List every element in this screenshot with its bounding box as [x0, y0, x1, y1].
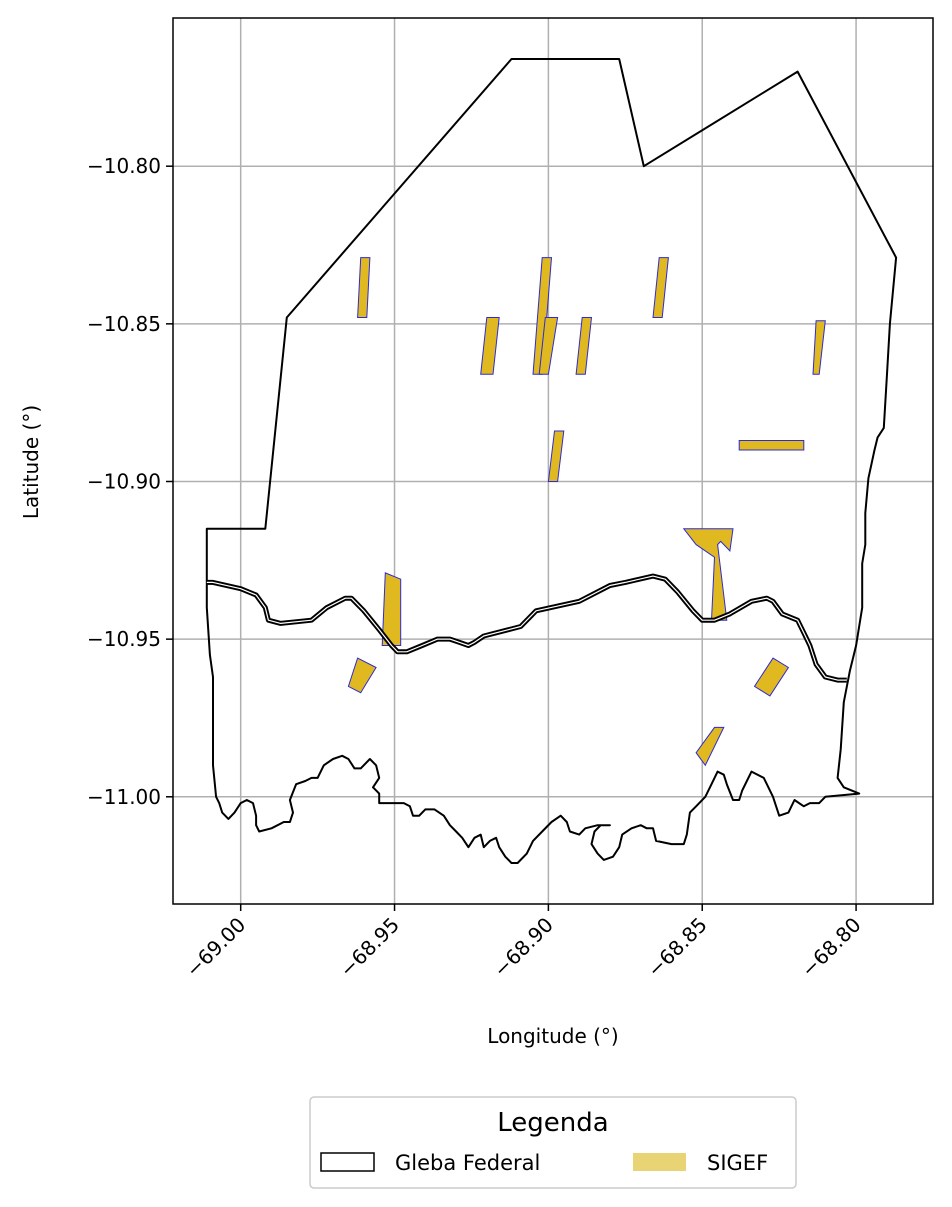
gleba-divider-inner-0 [206, 575, 847, 681]
legend-label-sigef: SIGEF [707, 1151, 768, 1175]
grid-lines [173, 18, 933, 904]
legend-label-gleba: Gleba Federal [395, 1151, 540, 1175]
legend-swatch-sigef [633, 1153, 686, 1171]
sigef-parcels-layer [347, 257, 826, 767]
legend-swatch-gleba [320, 1152, 375, 1172]
sigef-parcel-6 [812, 320, 826, 375]
y-tick-label-2: −10.90 [87, 469, 161, 493]
y-tick-label-0: −10.80 [87, 154, 161, 178]
gleba-boundary-0 [205, 58, 898, 864]
sigef-parcel-9 [682, 528, 734, 621]
sigef-parcel-10 [381, 572, 402, 646]
gleba-federal-layer [205, 58, 898, 864]
x-tick-label-2: −68.90 [489, 913, 558, 982]
legend: Legenda Gleba Federal SIGEF [309, 1096, 797, 1189]
sigef-parcel-11 [347, 657, 377, 694]
x-tick-label-0: −69.00 [181, 913, 250, 982]
sigef-parcel-5 [575, 317, 593, 375]
y-tick-label-1: −10.85 [87, 312, 161, 336]
y-tick-label-3: −10.95 [87, 627, 161, 651]
x-axis-title: Longitude (°) [487, 1024, 618, 1048]
sigef-parcel-3 [480, 317, 500, 375]
sigef-parcel-2 [652, 257, 669, 318]
y-axis-title: Latitude (°) [19, 405, 43, 519]
x-tick-label-4: −68.80 [796, 913, 865, 982]
x-tick-label-1: −68.95 [335, 913, 404, 982]
sigef-parcel-13 [695, 726, 725, 767]
sigef-parcel-8 [738, 440, 805, 451]
sigef-parcel-4 [538, 317, 559, 375]
sigef-parcel-0 [357, 257, 371, 318]
sigef-parcel-12 [753, 657, 790, 697]
x-tick-label-3: −68.85 [642, 913, 711, 982]
sigef-parcel-7 [547, 430, 565, 482]
legend-title: Legenda [497, 1108, 608, 1138]
gleba-divider-0 [206, 573, 847, 683]
axis-ticks: −69.00 −68.95 −68.90 −68.85 −68.80 −10.80 −10.… [87, 154, 866, 982]
plot-frame [172, 17, 934, 905]
y-tick-label-4: −11.00 [87, 785, 161, 809]
